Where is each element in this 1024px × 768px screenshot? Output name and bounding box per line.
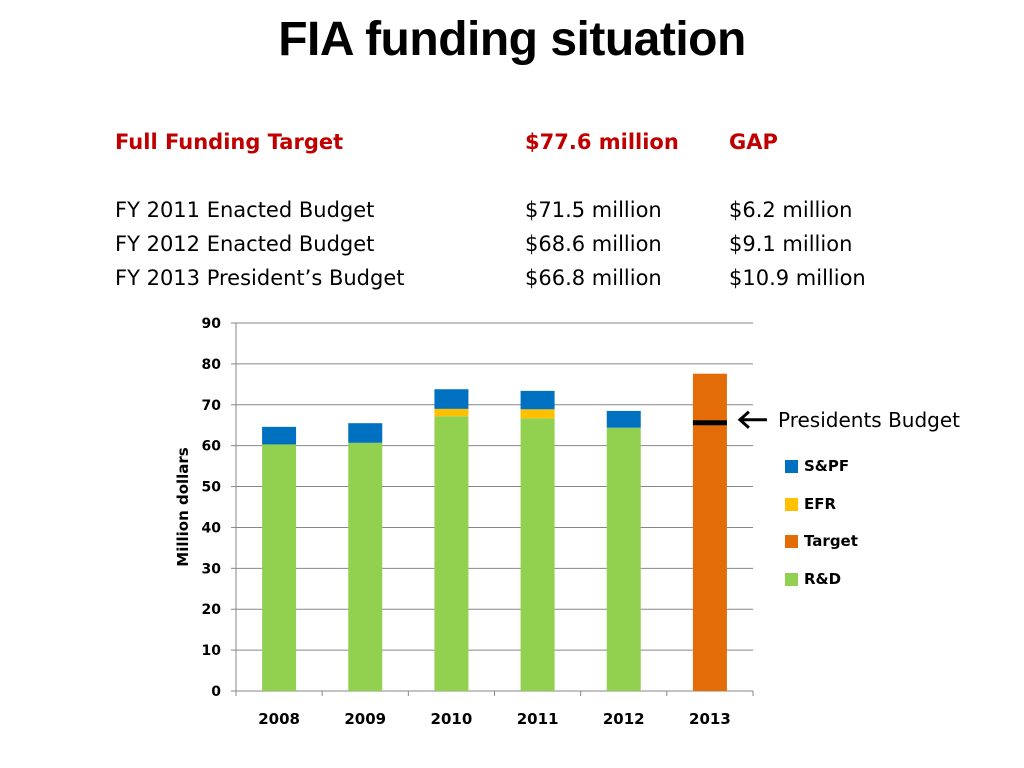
legend-swatch-target <box>785 535 798 548</box>
bar-segment <box>262 426 297 445</box>
bar-segment <box>434 416 469 691</box>
budget-row-label: FY 2011 Enacted Budget <box>115 198 375 222</box>
bar-segment <box>520 390 555 410</box>
budget-row-gap: $6.2 million <box>729 198 853 222</box>
legend-label: EFR <box>804 494 837 513</box>
y-tick-label: 30 <box>202 561 222 577</box>
legend-swatch-efr <box>785 497 798 511</box>
bar-segment <box>262 444 297 691</box>
header-gap: GAP <box>729 130 778 154</box>
bar-segment <box>434 408 469 417</box>
legend-label: R&D <box>804 569 842 588</box>
budget-row-gap: $9.1 million <box>729 232 853 256</box>
y-tick-label: 90 <box>202 316 222 332</box>
budget-row-gap: $10.9 million <box>729 266 866 290</box>
bar-segment <box>692 373 727 691</box>
legend-swatch-spf <box>785 460 798 473</box>
y-tick-label: 60 <box>202 439 222 455</box>
y-tick-label: 0 <box>211 684 221 700</box>
y-tick-label: 50 <box>202 480 222 496</box>
header-amount: $77.6 million <box>525 130 679 154</box>
bar-segment <box>348 442 383 691</box>
y-tick-label: 20 <box>202 602 222 618</box>
y-tick-label: 40 <box>202 520 222 536</box>
budget-row-amount: $68.6 million <box>525 232 662 256</box>
legend-swatch-rd <box>785 572 798 586</box>
legend-label: Target <box>804 532 858 550</box>
y-tick-label: 10 <box>202 643 222 659</box>
x-tick-label: 2010 <box>431 710 473 728</box>
arrow-head-icon <box>737 410 750 429</box>
x-tick-label: 2013 <box>689 710 731 728</box>
bar-segment <box>434 389 469 409</box>
budget-row-amount: $66.8 million <box>525 266 662 290</box>
bar-segment <box>520 409 555 419</box>
y-tick-label: 80 <box>202 357 222 373</box>
bar-segment <box>606 427 641 691</box>
budget-row-label: FY 2012 Enacted Budget <box>115 232 375 256</box>
y-tick-label: 70 <box>202 398 222 414</box>
bar-segment <box>520 418 555 691</box>
y-axis-title: Million dollars <box>174 447 192 567</box>
legend-label: S&PF <box>804 457 850 475</box>
budget-row-label: FY 2013 President’s Budget <box>115 266 405 290</box>
x-tick-label: 2011 <box>517 710 559 728</box>
x-tick-label: 2012 <box>603 710 645 728</box>
bar-segment <box>348 423 383 443</box>
budget-row-amount: $71.5 million <box>525 198 662 222</box>
presidents-budget-annotation: Presidents Budget <box>778 408 961 432</box>
header-label: Full Funding Target <box>115 130 344 154</box>
page-title: FIA funding situation <box>278 13 746 66</box>
x-tick-label: 2008 <box>258 710 300 728</box>
bar-segment <box>606 410 641 428</box>
x-tick-label: 2009 <box>344 710 386 728</box>
